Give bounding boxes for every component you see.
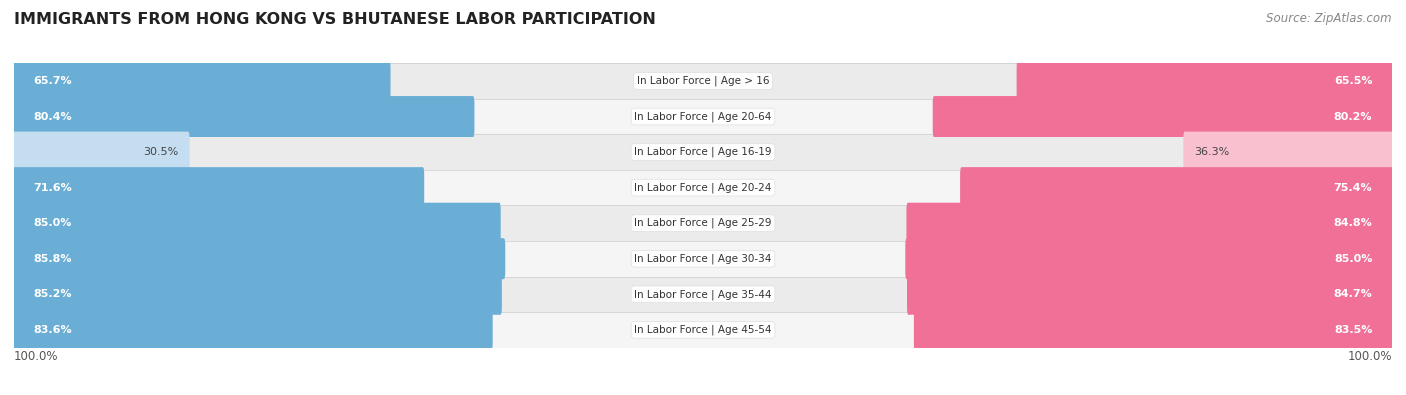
FancyBboxPatch shape — [13, 132, 190, 173]
FancyBboxPatch shape — [13, 60, 391, 102]
Text: 30.5%: 30.5% — [143, 147, 179, 157]
Text: 85.0%: 85.0% — [1334, 254, 1372, 264]
FancyBboxPatch shape — [13, 96, 474, 137]
FancyBboxPatch shape — [960, 167, 1393, 208]
Text: 84.7%: 84.7% — [1333, 289, 1372, 299]
Text: 85.2%: 85.2% — [34, 289, 72, 299]
FancyBboxPatch shape — [13, 274, 502, 315]
FancyBboxPatch shape — [1017, 60, 1393, 102]
FancyBboxPatch shape — [13, 238, 505, 279]
FancyBboxPatch shape — [907, 203, 1393, 244]
Text: 83.6%: 83.6% — [34, 325, 72, 335]
Text: 84.8%: 84.8% — [1333, 218, 1372, 228]
Text: In Labor Force | Age 35-44: In Labor Force | Age 35-44 — [634, 289, 772, 299]
Text: 100.0%: 100.0% — [14, 350, 59, 363]
Text: 85.8%: 85.8% — [34, 254, 72, 264]
FancyBboxPatch shape — [914, 309, 1393, 350]
Text: 80.2%: 80.2% — [1334, 111, 1372, 122]
Bar — [14, 134, 1392, 170]
Text: In Labor Force | Age 20-24: In Labor Force | Age 20-24 — [634, 182, 772, 193]
Text: IMMIGRANTS FROM HONG KONG VS BHUTANESE LABOR PARTICIPATION: IMMIGRANTS FROM HONG KONG VS BHUTANESE L… — [14, 12, 657, 27]
Bar — [14, 63, 1392, 99]
Text: 83.5%: 83.5% — [1334, 325, 1372, 335]
Text: 85.0%: 85.0% — [34, 218, 72, 228]
Text: 100.0%: 100.0% — [1347, 350, 1392, 363]
FancyBboxPatch shape — [13, 203, 501, 244]
FancyBboxPatch shape — [13, 167, 425, 208]
FancyBboxPatch shape — [907, 274, 1393, 315]
Text: 65.5%: 65.5% — [1334, 76, 1372, 86]
Text: 65.7%: 65.7% — [34, 76, 72, 86]
FancyBboxPatch shape — [932, 96, 1393, 137]
Bar — [14, 241, 1392, 276]
FancyBboxPatch shape — [905, 238, 1393, 279]
Text: Source: ZipAtlas.com: Source: ZipAtlas.com — [1267, 12, 1392, 25]
Text: In Labor Force | Age > 16: In Labor Force | Age > 16 — [637, 76, 769, 86]
Text: 36.3%: 36.3% — [1195, 147, 1230, 157]
Text: In Labor Force | Age 25-29: In Labor Force | Age 25-29 — [634, 218, 772, 228]
Bar — [14, 99, 1392, 134]
FancyBboxPatch shape — [1184, 132, 1393, 173]
Bar — [14, 170, 1392, 205]
Text: In Labor Force | Age 20-64: In Labor Force | Age 20-64 — [634, 111, 772, 122]
Text: 80.4%: 80.4% — [34, 111, 72, 122]
Bar — [14, 312, 1392, 348]
Text: 75.4%: 75.4% — [1334, 182, 1372, 193]
Text: In Labor Force | Age 30-34: In Labor Force | Age 30-34 — [634, 254, 772, 264]
Bar — [14, 276, 1392, 312]
FancyBboxPatch shape — [13, 309, 492, 350]
Text: In Labor Force | Age 16-19: In Labor Force | Age 16-19 — [634, 147, 772, 157]
Bar — [14, 205, 1392, 241]
Text: 71.6%: 71.6% — [34, 182, 73, 193]
Text: In Labor Force | Age 45-54: In Labor Force | Age 45-54 — [634, 325, 772, 335]
